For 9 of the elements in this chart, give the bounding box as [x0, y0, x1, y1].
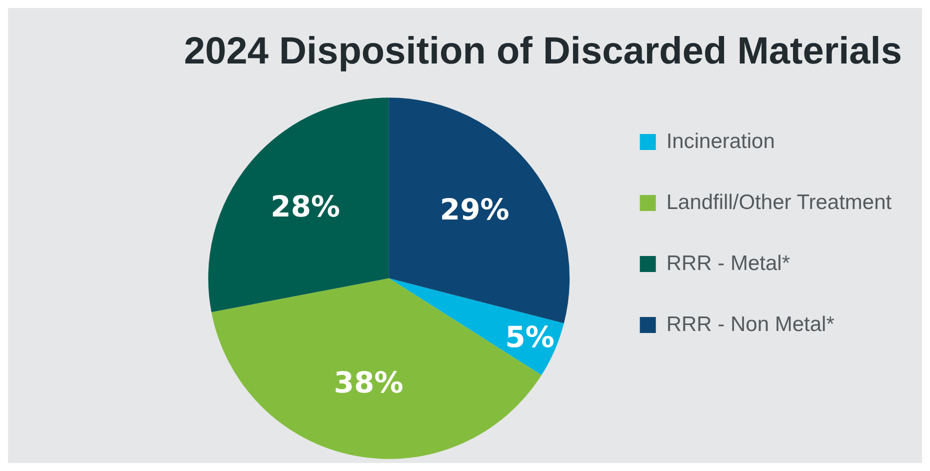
legend-label: Incineration: [666, 130, 775, 153]
legend-label: RRR - Non Metal*: [666, 312, 834, 336]
legend-label: RRR - Metal*: [666, 252, 790, 275]
data-label: 29%: [440, 192, 510, 226]
legend-label: Landfill/Other Treatment: [666, 190, 892, 214]
data-label: 38%: [334, 365, 404, 400]
data-label: 5%: [505, 320, 555, 354]
data-label: 28%: [270, 190, 340, 224]
chart-title: 2024 Disposition of Discarded Materials: [184, 30, 902, 72]
